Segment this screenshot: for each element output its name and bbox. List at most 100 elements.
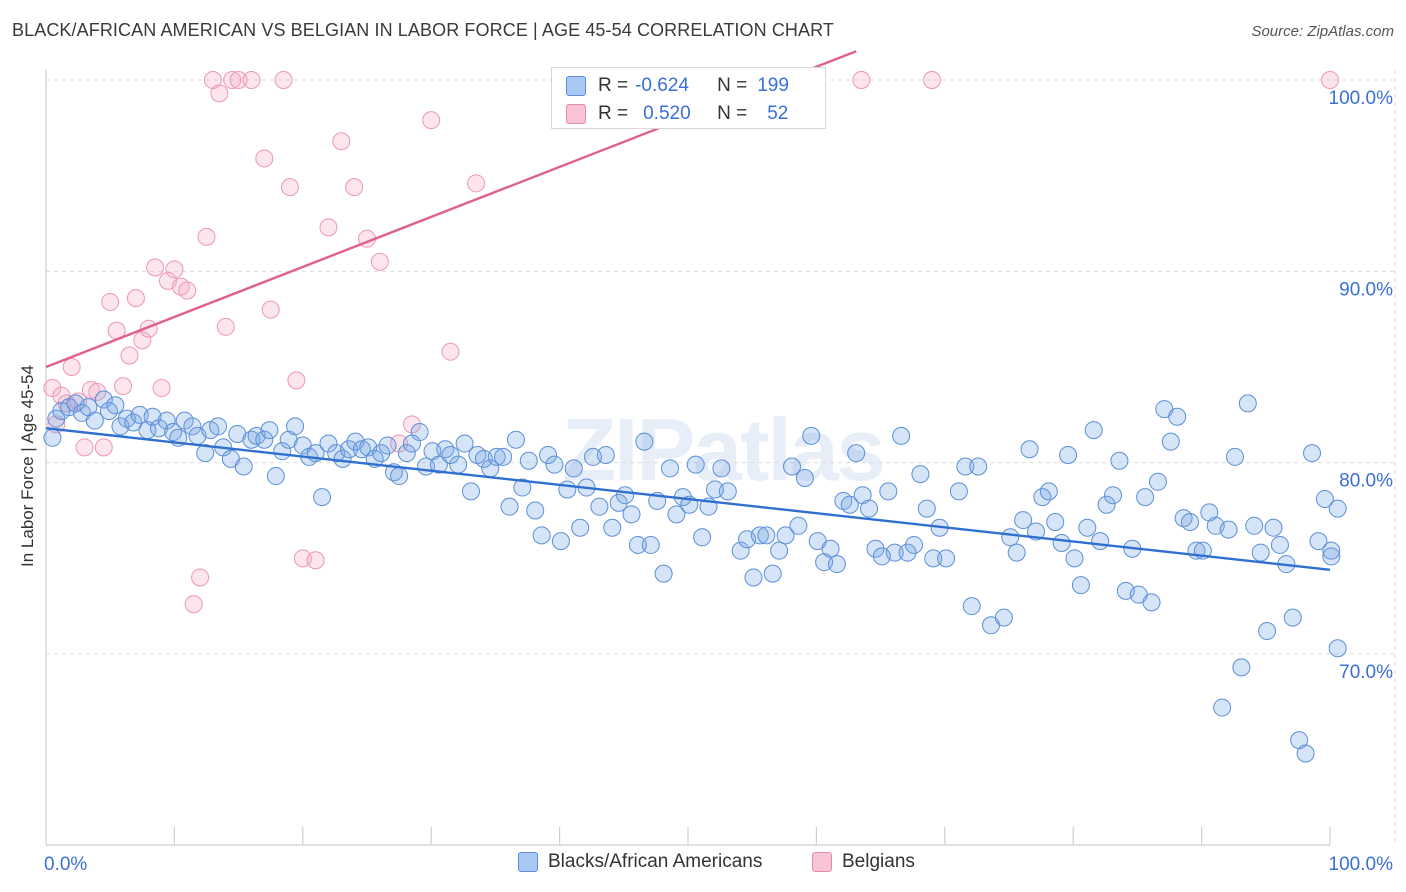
axes: [45, 70, 1331, 846]
blacks-point: [85, 411, 104, 430]
belgians-point: [242, 71, 261, 89]
blacks-point: [1258, 622, 1277, 641]
blacks-point: [904, 535, 923, 554]
legend-item-belgians[interactable]: Belgians: [812, 851, 915, 873]
blacks-point: [628, 535, 647, 554]
blacks-point: [770, 541, 789, 560]
blacks-point: [313, 488, 332, 507]
blacks-point: [731, 541, 750, 560]
blacks-point: [564, 459, 583, 478]
blacks-point: [539, 446, 558, 465]
blacks-point: [866, 539, 885, 558]
belgians-point: [441, 342, 460, 361]
blacks-point: [1225, 447, 1244, 466]
blacks-point: [924, 549, 943, 568]
blacks-point: [506, 430, 525, 449]
blacks-point: [956, 457, 975, 476]
blacks-point: [1084, 421, 1103, 440]
blacks-point: [1014, 511, 1033, 530]
blacks-point: [519, 451, 538, 470]
blacks-point: [1007, 543, 1026, 562]
blacks-point: [1110, 451, 1129, 470]
blacks-point: [1296, 744, 1315, 763]
blacks-point: [590, 497, 609, 516]
blacks-point: [1213, 698, 1232, 717]
belgians-point: [319, 218, 338, 237]
blacks-point: [429, 455, 448, 474]
belgians-point: [922, 71, 941, 89]
blacks-point: [616, 486, 635, 505]
blacks-point: [487, 447, 506, 466]
belgians-point: [402, 415, 421, 434]
blacks-point: [1161, 432, 1180, 451]
blacks-point: [558, 480, 577, 499]
belgians-point: [210, 84, 229, 103]
stats-n-value: 199: [757, 75, 789, 96]
blacks-point: [1052, 534, 1071, 553]
belgians-point: [101, 292, 120, 311]
belgians-point: [62, 358, 81, 376]
belgians-point: [184, 595, 203, 614]
blacks-point: [532, 526, 551, 545]
belgians-point: [152, 379, 171, 398]
stats-r-label: R =: [598, 75, 629, 96]
blacks-point: [513, 478, 532, 497]
y-axis-label: In Labor Force | Age 45-54: [18, 365, 37, 567]
blacks-point: [1322, 547, 1341, 566]
belgians-point: [216, 317, 235, 336]
blacks-point: [143, 407, 162, 426]
stats-r-value: 0.520: [643, 103, 691, 124]
blacks-point: [1328, 499, 1347, 518]
stats-n-label: N =: [717, 75, 748, 96]
belgians-point: [370, 252, 389, 271]
blacks-point: [1303, 444, 1322, 463]
blacks-point: [596, 446, 615, 465]
blacks-point: [571, 518, 590, 537]
belgians-point: [280, 178, 299, 197]
belgians-point: [191, 568, 210, 587]
blacks-point: [1245, 516, 1264, 535]
belgians-point: [88, 382, 107, 401]
blacks-point: [124, 413, 143, 432]
blacks-point: [157, 411, 176, 430]
blacks-point: [1232, 658, 1251, 677]
blacks-point: [500, 497, 519, 516]
legend-swatch-belgians: [812, 852, 832, 872]
source-label: Source: ZipAtlas.com: [1251, 23, 1394, 40]
belgians-point: [43, 379, 62, 398]
blacks-point: [378, 436, 397, 455]
stats-n-label: N =: [717, 103, 748, 124]
belgians-point: [1321, 71, 1339, 89]
blacks-points: [43, 390, 1347, 763]
blacks-point: [551, 532, 570, 551]
stats-swatch-blacks: [566, 76, 586, 96]
blacks-point: [1251, 543, 1270, 562]
belgians-point: [467, 174, 486, 193]
blacks-point: [234, 457, 253, 476]
stats-r-label: R =: [598, 103, 629, 124]
blacks-point: [783, 457, 802, 476]
belgians-point: [81, 380, 100, 399]
stats-swatch-belgians: [566, 104, 586, 124]
belgians-point: [390, 434, 409, 453]
legend-label-blacks: Blacks/African Americans: [548, 851, 763, 872]
blacks-point: [994, 608, 1013, 627]
blacks-point: [255, 430, 274, 449]
blacks-point: [526, 501, 545, 520]
blacks-point: [1219, 520, 1238, 539]
blacks-point: [693, 528, 712, 547]
blacks-point: [372, 444, 391, 463]
blacks-point: [494, 447, 513, 466]
blacks-point: [667, 505, 686, 524]
blacks-point: [1283, 608, 1302, 627]
y-tick-label: 80.0%: [1339, 471, 1393, 492]
blacks-point: [1148, 472, 1167, 491]
belgians-point: [178, 281, 197, 300]
blacks-point: [441, 446, 460, 465]
blacks-point: [622, 505, 641, 524]
blacks-point: [1315, 490, 1334, 509]
legend-item-blacks[interactable]: Blacks/African Americans: [518, 851, 762, 873]
blacks-point: [410, 423, 429, 442]
blacks-point: [319, 434, 338, 453]
blacks-point: [962, 597, 981, 616]
